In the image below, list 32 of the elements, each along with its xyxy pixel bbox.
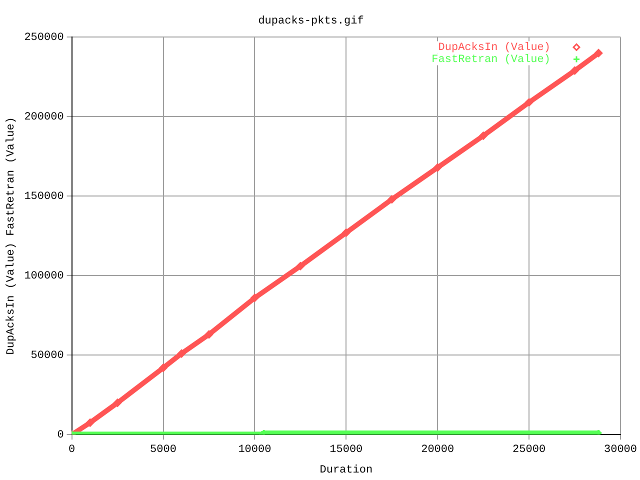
chart-title: dupacks-pkts.gif [258,16,364,28]
y-tick-label: 100000 [24,270,64,283]
point [178,350,186,358]
x-tick-label: 5000 [150,444,176,456]
y-tick-label: 200000 [24,112,64,124]
x-tick-label: 15000 [330,444,363,456]
x-tick-label: 0 [68,444,76,456]
point [594,49,603,58]
point [86,418,94,427]
point [388,195,396,204]
y-tick-label: 150000 [24,191,64,204]
point [525,98,534,106]
point [479,132,488,140]
point [342,228,350,237]
legend-label: DupAcksIn (Value) [438,42,550,54]
y-tick-label: 0 [57,430,64,442]
point [434,164,442,172]
point [250,294,259,302]
y-tick-label: 50000 [30,350,64,362]
x-tick-label: 20000 [421,444,454,456]
point [296,262,304,270]
x-tick-label: 30000 [604,444,638,456]
legend-label: FastRetran (Value) [432,54,550,66]
point [114,398,122,407]
point [159,364,168,372]
y-tick-label: 250000 [24,32,64,44]
x-tick-label: 25000 [512,444,546,456]
point [570,66,579,75]
point [204,330,213,338]
x-tick-label: 10000 [238,444,272,456]
y-axis-title: DupAcksIn (Value) FastRetran (Value) [6,117,18,355]
x-axis-title: Duration [320,464,373,476]
